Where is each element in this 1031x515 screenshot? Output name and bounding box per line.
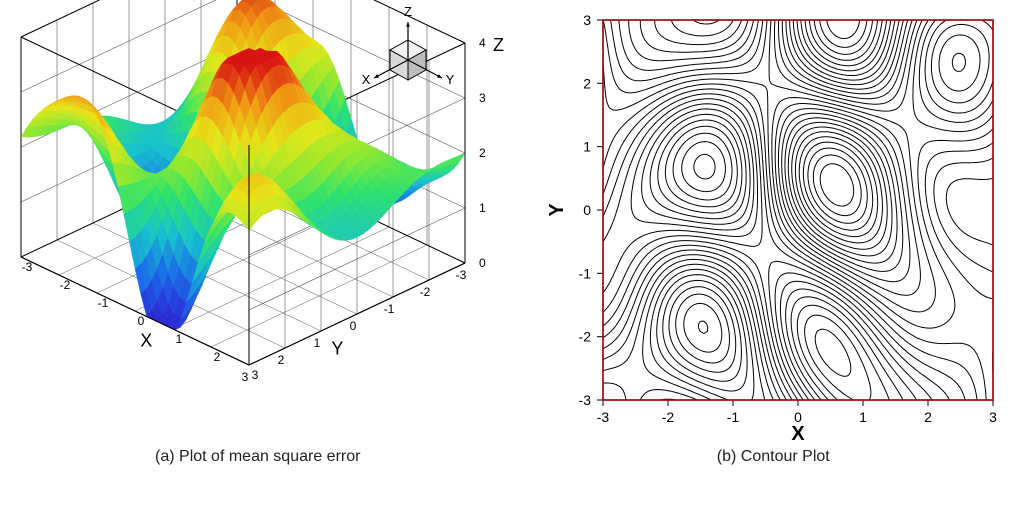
svg-text:2: 2 [479, 146, 486, 160]
contour-panel: -3-2-10123-3-2-10123XY (b) Contour Plot [516, 0, 1031, 515]
svg-text:Z: Z [404, 4, 412, 19]
svg-text:X: X [792, 423, 806, 440]
caption-b: (b) Contour Plot [717, 448, 830, 466]
svg-text:2: 2 [213, 350, 220, 364]
svg-text:-2: -2 [579, 329, 592, 345]
svg-text:3: 3 [989, 409, 997, 425]
caption-a: (a) Plot of mean square error [155, 448, 360, 466]
surface-plot-area: -3 -2 -1 0 1 2 3 -3 -2 -1 0 1 2 3 0 1 2 3 4 X Y Z Z Y X [8, 0, 508, 440]
svg-text:-2: -2 [662, 409, 675, 425]
svg-text:X: X [140, 331, 152, 351]
svg-text:-2: -2 [59, 278, 70, 292]
svg-text:-3: -3 [21, 260, 32, 274]
svg-text:-2: -2 [419, 285, 430, 299]
svg-text:3: 3 [241, 370, 248, 384]
surface-svg: -3 -2 -1 0 1 2 3 -3 -2 -1 0 1 2 3 0 1 2 3 4 X Y Z Z Y X [8, 0, 508, 440]
surface-panel: -3 -2 -1 0 1 2 3 -3 -2 -1 0 1 2 3 0 1 2 3 4 X Y Z Z Y X (a) Plot… [0, 0, 516, 515]
svg-text:2: 2 [583, 75, 591, 91]
svg-text:-1: -1 [727, 409, 740, 425]
svg-text:2: 2 [924, 409, 932, 425]
svg-text:0: 0 [349, 319, 356, 333]
svg-text:-1: -1 [97, 296, 108, 310]
svg-text:Y: Y [546, 203, 568, 217]
svg-text:1: 1 [859, 409, 867, 425]
svg-text:-3: -3 [597, 409, 610, 425]
svg-text:3: 3 [479, 91, 486, 105]
svg-text:3: 3 [251, 368, 258, 382]
svg-text:X: X [361, 72, 370, 87]
svg-text:-3: -3 [455, 268, 466, 282]
svg-text:-1: -1 [579, 265, 592, 281]
svg-text:0: 0 [479, 256, 486, 270]
svg-text:0: 0 [583, 202, 591, 218]
svg-text:3: 3 [583, 12, 591, 28]
svg-text:-1: -1 [383, 302, 394, 316]
svg-text:Z: Z [493, 35, 504, 55]
contour-svg: -3-2-10123-3-2-10123XY [533, 0, 1013, 440]
svg-text:Y: Y [445, 72, 454, 87]
contour-plot-area: -3-2-10123-3-2-10123XY [533, 0, 1013, 440]
svg-text:1: 1 [313, 336, 320, 350]
svg-text:2: 2 [277, 353, 284, 367]
svg-text:1: 1 [175, 332, 182, 346]
svg-text:-3: -3 [579, 392, 592, 408]
svg-text:1: 1 [479, 201, 486, 215]
svg-text:4: 4 [479, 36, 486, 50]
svg-text:Y: Y [331, 338, 343, 358]
svg-text:1: 1 [583, 139, 591, 155]
svg-text:0: 0 [137, 314, 144, 328]
